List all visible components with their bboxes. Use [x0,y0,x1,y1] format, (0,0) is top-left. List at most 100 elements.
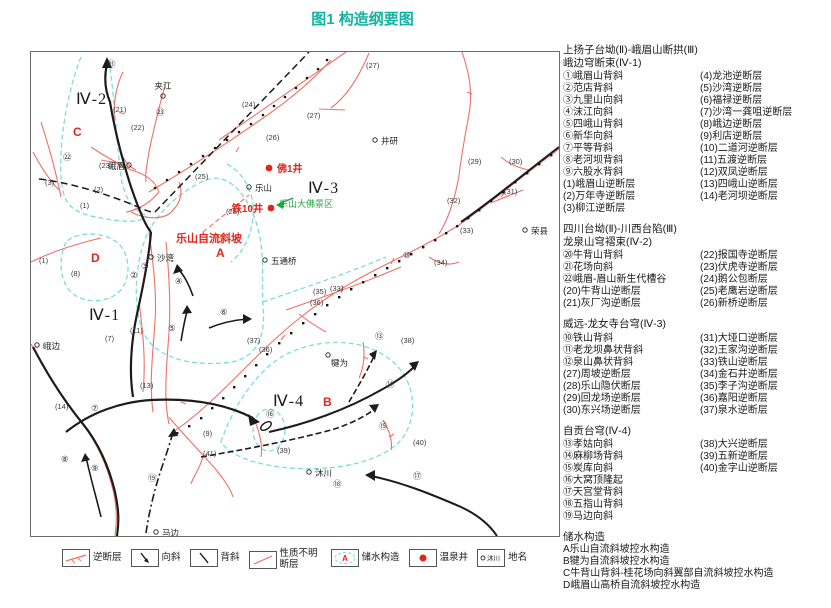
fault-number: (36) [259,345,273,354]
legend-item: D峨眉山高桥自流斜坡控水构造 [563,579,701,591]
legend-section-heading: 四川台坳(Ⅱ)-川西台陷(Ⅲ) [563,223,677,235]
fold-number: ㉒ [63,152,72,162]
legend-item: (7)沙湾一龚咀逆断层 [700,107,793,118]
fold-number: ⑦ [91,403,99,413]
scenic-area-label: 乐山大佛景区 [279,198,333,209]
bottom-legend-item: 温泉井 [408,549,469,567]
legend-item: ⑬孝姑向斜 [563,439,613,450]
fold-closure [260,420,272,432]
fault-number-labels: (27) (27) (24) (26) (25) (28) (21) (22) (3) (2) (1… [39,61,523,458]
small-structure-boundary [252,408,286,452]
place-circle-icon [372,137,378,143]
legend-item: ①峨眉山背斜 [563,71,623,82]
unknown-fault-icon [248,550,277,569]
legend-section-4: 自贡台穹(Ⅳ-4) ⑬孝姑向斜 ⑭麻柳场背斜 ⑮炭库向斜 ⑯大窝顶隆起 ⑰天宫堂背斜 ⑱五指… [563,425,827,524]
dashed-axis-15 [200,407,377,458]
fold-number: ⑰ [413,471,422,481]
arrow-axis-5 [180,311,188,342]
water-storage-boundaries [60,56,414,470]
fault-number: (41) [203,449,217,458]
bottom-legend-label: 逆断层 [93,551,122,563]
fault-number: (36) [310,298,324,307]
place-label: 沐川 [315,468,332,478]
figure-title: 图1 构造纲要图 [311,11,414,28]
place-circle-icon [325,352,331,358]
place-circle-icon [262,257,268,263]
legend-section-heading: 峨边穹断束(Ⅳ-1) [563,56,642,69]
fault-number: (9) [203,429,213,438]
syncline-icon [130,549,159,567]
legend-section-heading: 龙泉山穹褶束(Ⅳ-2) [563,235,653,248]
legend-item: ㉑花场向斜 [563,262,613,273]
legend-item: ⑭麻柳场背斜 [563,451,623,462]
place-circle-icon [246,184,252,190]
fault-number: (14) [55,402,69,411]
place-circle-icon [306,469,312,475]
structure-C-boundary [60,56,148,222]
anticline-icon [189,549,218,567]
legend-item: (21)灰厂沟逆断层 [563,298,641,309]
place-label: 荣县 [531,226,549,236]
legend-item: (25)老鹰岩逆断层 [700,286,778,297]
fault-number: (37) [247,336,261,345]
bottom-legend-item: 向斜 [130,549,181,567]
legend-column: (4)龙池逆断层 (5)沙湾逆断层 (6)福禄逆断层 (7)沙湾一龚咀逆断层 (8)峨边… [700,71,827,215]
fault-number: (34) [434,258,448,267]
scenic-arrowhead [276,200,284,209]
legend-section-heading: 自贡台穹(Ⅳ-4) [563,424,632,437]
fold-number: ⑤ [168,323,176,333]
legend-panel: 上扬子台坳(Ⅱ)-峨眉山断拱(Ⅲ) 峨边穹断束(Ⅳ-1) ①峨眉山背斜 ②范店背斜 ③九… [563,44,827,600]
fault-number: (2) [94,185,104,194]
place-label: 峨眉 [108,161,125,171]
place-label: 井研 [381,136,399,146]
fault-number: (38) [401,336,415,345]
thrust-teeth-dots [176,154,553,435]
legend-item: ⑩铁山背斜 [563,332,613,344]
legend-item: (4)龙池逆断层 [700,71,763,82]
place-label: 峨边 [43,341,61,351]
legend-item: ⑦平等背斜 [563,143,613,154]
dashed-west [38,178,156,213]
fault-number: (3) [45,178,55,187]
structure-A-ne-corridor [262,256,387,303]
bottom-legend-item: A 储水构造 [330,549,400,567]
legend-section-3: 威远-龙女寺台穹(Ⅳ-3) ⑩铁山背斜 ⑪老龙坝鼻状背斜 ⑫泉山鼻状背斜 (27)周坡逆… [563,318,827,417]
fault-number: (26) [266,133,280,142]
place-circle-icon [148,254,154,260]
legend-item: (29)回龙场逆断层 [563,392,641,404]
arrow-axis-6 [208,318,248,329]
fold-number: ⑧ [61,454,69,464]
axis-arrowheads [81,57,419,481]
bottom-legend-label: 温泉井 [439,551,469,563]
legend-section-heading: 上扬子台坳(Ⅱ)-峨眉山断拱(Ⅲ) [563,44,698,56]
place-circle-icon [153,529,159,535]
legend-item: ⑰天宫堂背斜 [563,487,623,498]
structure-C-boundary-east [108,59,146,216]
legend-item: ⑱五指山背斜 [563,499,623,510]
fold-number: ⑲ [148,473,157,483]
fault-lines [31,52,559,536]
bottom-legend-item: 沐川 地名 [477,549,527,567]
legend-item: ⑫泉山鼻状背斜 [563,356,633,368]
water-storage-icon: A [330,549,359,567]
legend-item: (28)乐山隐伏断层 [563,380,641,392]
legend-item: ⑧老河坝背斜 [563,155,623,166]
legend-item: ⑯大窝顶隆起 [563,475,623,486]
fault-number: (25) [195,172,209,181]
fault-number: (21) [113,105,127,114]
legend-item: (14)老河坝逆断层 [700,191,778,202]
bottom-legend-item: 逆断层 [62,549,122,567]
legend-column: ①峨眉山背斜 ②范店背斜 ③九里山向斜 ④沫江向斜 ⑤四峨山背斜 ⑥新华向斜 ⑦平等背斜 ⑧老… [563,71,700,215]
fault-number: (27) [307,111,321,120]
legend-item: (13)四峨山逆断层 [700,179,778,190]
fold-number: ⑨ [91,463,99,473]
place-label: 马边 [162,528,180,536]
fault-number: (39) [277,446,291,455]
se-axis [370,475,498,536]
bottom-legend-item: 性质不明断层 [248,548,322,570]
place-label: 犍为 [331,358,348,368]
legend-item: ⑥新华向斜 [563,131,613,142]
fault-number: (33) [460,226,474,235]
region-code: Ⅳ-1 [89,307,120,324]
legend-section-5: 储水构造 A乐山自流斜坡控水构造 B犍为自流斜坡控水构造 C牛背山背斜-桂花场向斜翼部… [563,531,827,592]
